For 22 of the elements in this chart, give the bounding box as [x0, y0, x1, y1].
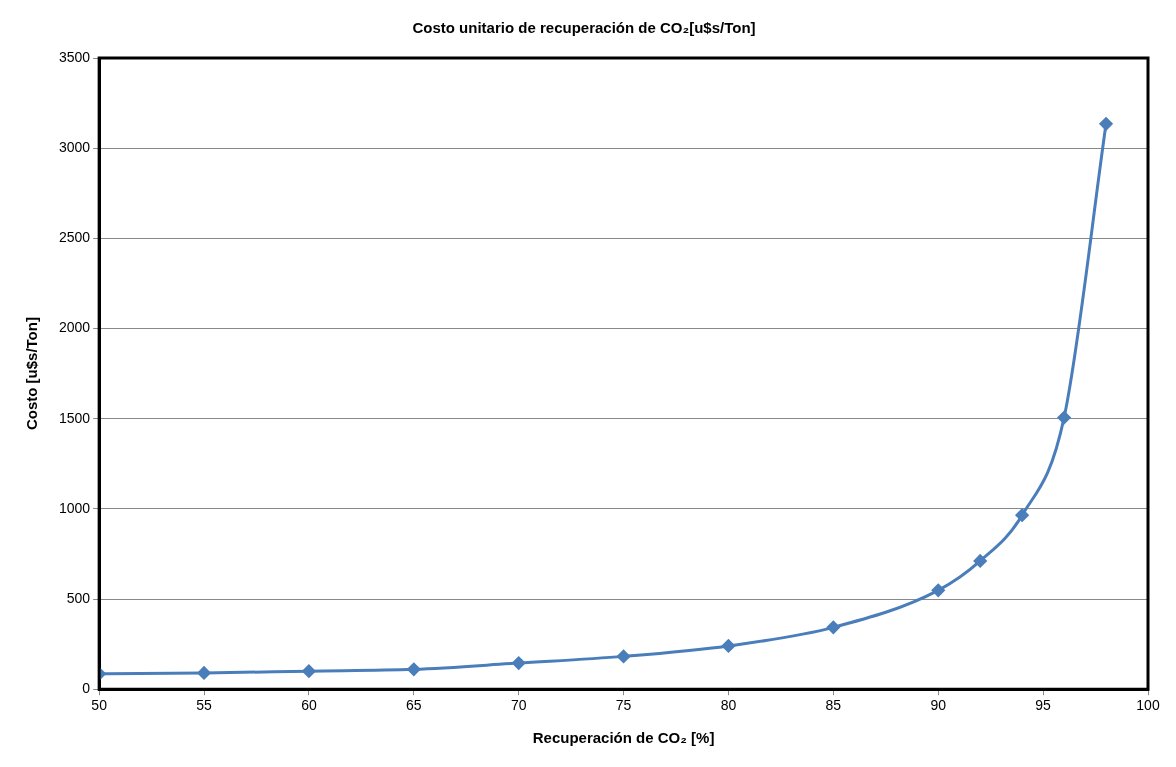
x-tick-label: 100: [1136, 697, 1160, 714]
x-tick-label: 80: [720, 697, 737, 714]
x-tick-label: 90: [930, 697, 947, 714]
x-tick-label: 50: [91, 697, 108, 714]
chart-title: Costo unitario de recuperación de CO₂[u$s/Ton]: [412, 19, 756, 37]
x-tick-label: 95: [1035, 697, 1052, 714]
y-tick-label: 1500: [58, 409, 91, 426]
x-axis-title: Recuperación de CO₂ [%]: [532, 729, 715, 747]
x-tick-label: 85: [825, 697, 842, 714]
y-tick-label: 2500: [58, 229, 91, 246]
x-tick-label: 70: [510, 697, 527, 714]
x-tick-label: 55: [196, 697, 213, 714]
y-tick-label: 3500: [58, 48, 91, 65]
x-tick-label: 75: [615, 697, 632, 714]
y-tick-label: 1000: [58, 499, 91, 516]
y-tick-label: 2000: [58, 319, 91, 336]
y-tick-label: 0: [82, 680, 91, 697]
y-tick-label: 3000: [58, 139, 91, 156]
x-tick-label: 60: [301, 697, 317, 714]
y-axis-title: Costo [u$s/Ton]: [23, 317, 41, 431]
y-tick-label: 500: [66, 589, 91, 606]
x-tick-label: 65: [406, 697, 422, 714]
